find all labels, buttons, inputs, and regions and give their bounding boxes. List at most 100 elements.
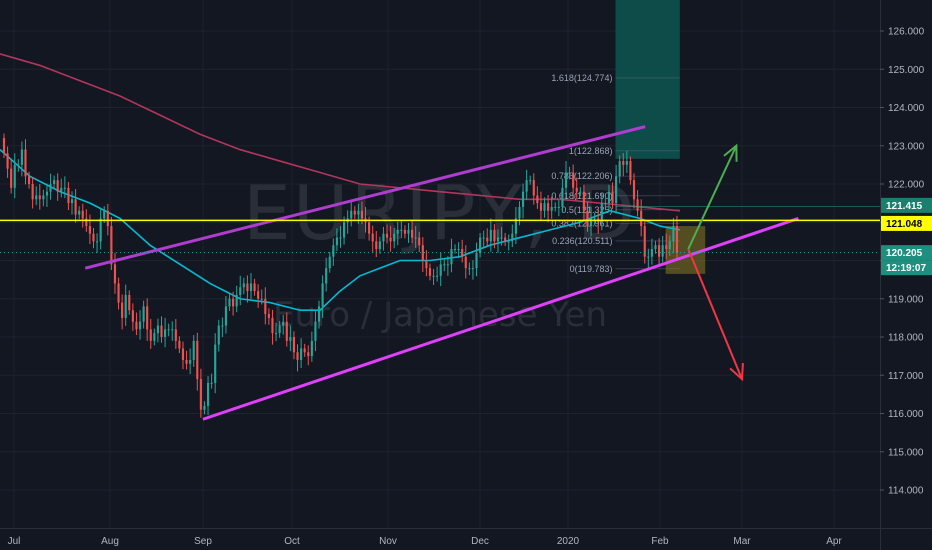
candle-body (199, 379, 202, 410)
candle-body (550, 206, 553, 211)
price-tag-level-text: 121.048 (886, 219, 923, 230)
candle-body (174, 329, 177, 341)
candle-body (432, 275, 435, 277)
candle-body (493, 229, 496, 242)
candle-body (629, 161, 632, 181)
candle-body (486, 237, 489, 242)
candle-body (217, 325, 220, 345)
candle-body (557, 206, 560, 208)
candle-body (310, 340, 313, 357)
candle-body (407, 229, 410, 234)
candle-body (489, 229, 492, 242)
price-tag-target-bg (881, 197, 932, 213)
candle-body (321, 283, 324, 307)
candle-body (668, 241, 671, 250)
candle-body (360, 210, 364, 219)
candle-body (604, 203, 607, 205)
channel-lower-line[interactable] (202, 217, 799, 421)
candle-body (6, 153, 9, 169)
price-tick-label: 119.000 (888, 294, 924, 305)
candle-body (110, 226, 113, 265)
candle-body (371, 233, 374, 242)
candle-body (264, 298, 267, 315)
candle-body (124, 294, 127, 318)
price-tick-label: 124.000 (888, 103, 925, 114)
candle-body (496, 237, 500, 242)
candle-body (600, 203, 603, 223)
candle-body (375, 241, 378, 250)
time-tick-label: Apr (826, 536, 842, 547)
candle-body (146, 306, 149, 330)
candle-body (446, 264, 449, 266)
candle-body (70, 199, 74, 204)
candle-body (636, 199, 639, 211)
candle-body (418, 237, 421, 246)
candle-body (443, 264, 446, 266)
price-tick-label: 117.000 (888, 371, 924, 382)
candle-body (17, 164, 20, 166)
candle-body (257, 291, 260, 299)
arrow-down-shaft[interactable] (687, 248, 743, 380)
candle-body (368, 222, 371, 234)
candle-body (88, 226, 91, 234)
candle-body (253, 283, 256, 292)
arrow-down-head (729, 363, 744, 382)
channel-upper-line[interactable] (84, 125, 646, 270)
candle-body (586, 210, 589, 227)
candle-body (342, 222, 346, 238)
candle-body (232, 298, 235, 307)
candle-body (579, 191, 582, 193)
candle-body (74, 199, 77, 215)
candle-body (242, 283, 245, 288)
candle-body (164, 329, 167, 337)
fib-level-label: 0.5(121.325) (561, 205, 612, 215)
highlight-box (665, 226, 706, 274)
arrow-up-shaft[interactable] (687, 145, 738, 250)
candle-body (325, 268, 328, 284)
fib-level-label: 1.618(124.774) (551, 73, 612, 83)
candle-body (103, 210, 106, 219)
fib-level-label: 0.618(121.690) (551, 191, 612, 201)
candle-body (450, 249, 453, 265)
candle-body (271, 317, 274, 334)
candle-body (81, 210, 84, 219)
candle-body (42, 195, 45, 200)
candle-body (85, 218, 88, 227)
candle-body (414, 237, 417, 239)
candle-body (289, 337, 292, 341)
candle-body (529, 180, 532, 182)
ma-slow-line (0, 53, 681, 212)
candle-body (138, 321, 142, 330)
time-tick-label: Dec (471, 536, 489, 547)
candle-body (521, 191, 525, 207)
candle-body (525, 180, 528, 192)
candle-body (640, 210, 643, 227)
candle-body (181, 348, 185, 360)
candle-body (421, 245, 424, 261)
candle-body (675, 226, 679, 253)
candle-body (536, 195, 539, 204)
candle-body (67, 187, 70, 204)
candle-body (425, 260, 428, 269)
candle-body (575, 187, 578, 192)
candle-body (357, 210, 360, 215)
candle-body (99, 218, 102, 242)
candle-body (411, 229, 414, 238)
price-tag-target-text: 121.415 (886, 201, 923, 212)
candle-body (657, 245, 661, 257)
candle-body (135, 321, 138, 330)
candle-body (106, 210, 109, 227)
price-tag-current-bg (881, 245, 932, 261)
candle-body (350, 210, 353, 219)
candle-body (436, 275, 439, 277)
candle-body (196, 340, 199, 380)
candle-body (468, 268, 471, 270)
candle-body (24, 149, 27, 177)
price-tick-label: 122.000 (888, 180, 925, 191)
candle-body (300, 348, 303, 360)
time-tick-label: Nov (379, 536, 397, 547)
time-tick-label: Mar (733, 536, 751, 547)
candle-body (593, 218, 596, 220)
candle-body (2, 138, 6, 154)
